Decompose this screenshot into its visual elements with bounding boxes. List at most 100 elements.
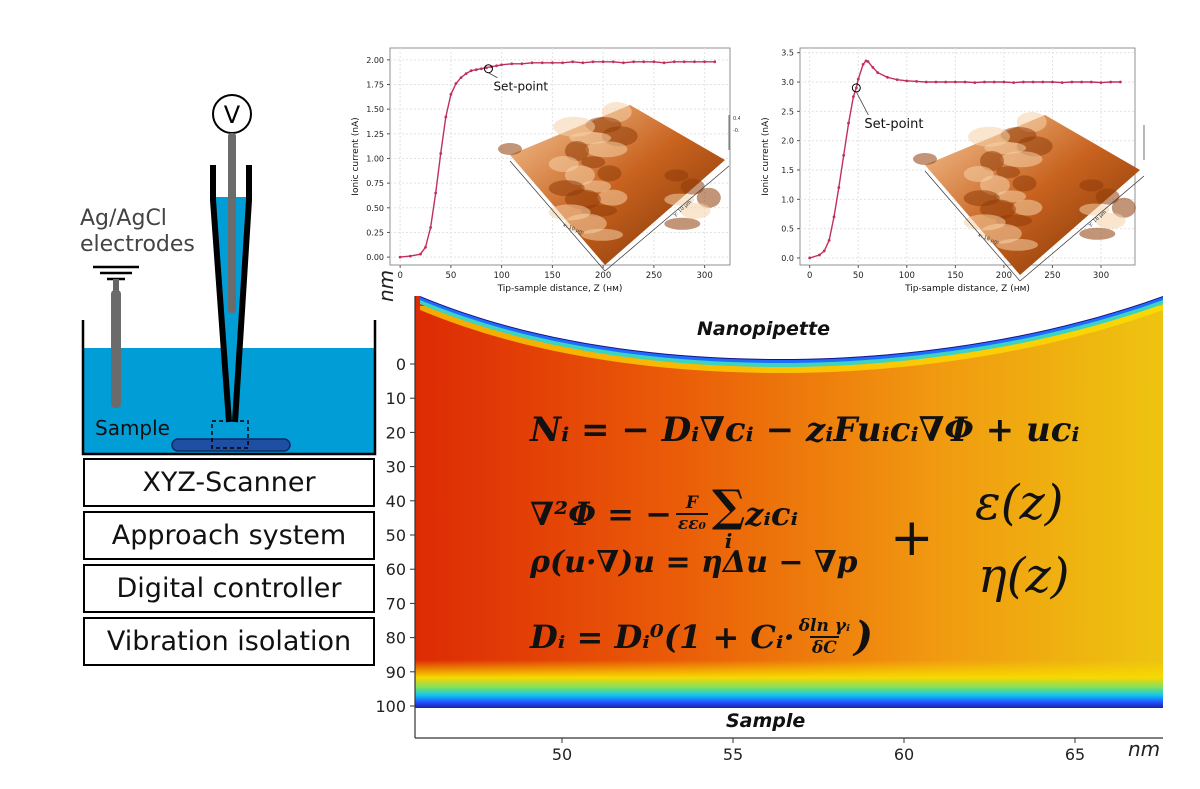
- sim-y-tick: 100: [375, 697, 406, 716]
- data-point: [1089, 80, 1093, 84]
- data-point: [474, 68, 478, 72]
- setup-diagram: V: [81, 94, 377, 456]
- data-point: [1002, 80, 1006, 84]
- data-point: [632, 60, 635, 64]
- data-point: [434, 191, 438, 195]
- data-point: [591, 60, 595, 64]
- y-tick-label: 1.75: [366, 80, 384, 89]
- data-point: [827, 238, 831, 242]
- y-tick-label: 0.0: [781, 254, 794, 263]
- data-point: [852, 95, 855, 99]
- data-point: [924, 80, 928, 84]
- x-axis-label: Tip-sample distance, Z (нм): [497, 284, 623, 294]
- sim-y-tick: 60: [386, 560, 406, 579]
- y-tick-label: 2.5: [781, 107, 794, 116]
- data-point: [419, 252, 422, 256]
- data-point: [1080, 80, 1083, 84]
- data-point: [818, 253, 821, 257]
- x-axis-label: Tip-sample distance, Z (нм): [904, 284, 1030, 294]
- data-point: [464, 72, 468, 76]
- simulation-panel: 0 10 20 30 40 50 60 70 80 90 100 50 55 60 65: [375, 296, 1163, 764]
- data-point: [1060, 81, 1064, 85]
- equation-nernst-planck: Nᵢ = − Dᵢ∇cᵢ − zᵢFuᵢcᵢ∇Φ + ucᵢ: [530, 410, 1080, 450]
- y-unit-label: nm: [374, 269, 398, 302]
- data-point: [510, 62, 514, 66]
- data-point: [895, 78, 899, 82]
- x-tick-label: 50: [853, 271, 864, 281]
- viscosity-term: η(z): [978, 548, 1070, 604]
- data-point: [854, 86, 858, 90]
- sim-x-tick: 60: [894, 745, 914, 764]
- data-point: [550, 61, 554, 65]
- plus-sign: +: [890, 508, 934, 568]
- data-point: [485, 66, 488, 70]
- x-tick-label: 0: [807, 271, 812, 281]
- data-point: [866, 60, 870, 63]
- x-tick-label: 200: [595, 271, 611, 281]
- data-point: [530, 61, 534, 65]
- sim-y-tick: 90: [386, 663, 406, 682]
- sim-y-tick: 0: [396, 355, 406, 374]
- inset-scale-top: 0.43 μm: [733, 116, 740, 122]
- data-point: [963, 80, 967, 84]
- x-tick-label: 0: [397, 271, 402, 281]
- y-tick-label: 1.50: [366, 105, 384, 114]
- x-tick-label: 150: [947, 271, 963, 281]
- data-point: [1119, 80, 1122, 84]
- data-point: [1021, 80, 1025, 84]
- data-point: [1109, 80, 1113, 84]
- approach-curve-line: [400, 61, 715, 258]
- data-point: [469, 69, 473, 73]
- vibration-isolation-box: Vibration isolation: [83, 617, 375, 666]
- data-point: [500, 63, 504, 67]
- data-point: [953, 80, 957, 84]
- equation-diffusion: Dᵢ = Dᵢ⁰(1 + Cᵢ· δln γᵢ δC ): [530, 613, 873, 660]
- sample-label: Sample: [95, 416, 170, 440]
- data-point: [876, 71, 880, 75]
- data-point: [1099, 81, 1103, 85]
- approach-curve-plot-2: 0.0 0.5 1.0 1.5 2.0 2.5 3.0 3.5 0 50 100 150 200 250 3…: [761, 47, 1145, 294]
- y-tick-label: 0.50: [366, 204, 384, 213]
- data-point: [454, 82, 458, 85]
- data-point: [808, 256, 812, 260]
- data-point: [540, 61, 544, 65]
- data-point: [611, 60, 615, 64]
- sim-y-tick: 70: [386, 594, 406, 613]
- data-point: [973, 81, 977, 85]
- equation-poisson: ∇²Φ = − F εε₀ ∑ i zᵢcᵢ: [530, 481, 799, 554]
- x-tick-label: 200: [996, 271, 1012, 281]
- digital-controller-box: Digital controller: [83, 564, 375, 613]
- data-point: [703, 60, 707, 64]
- y-tick-label: 2.0: [781, 137, 794, 146]
- sample-boundary-layer: [415, 660, 1163, 708]
- nanopipette-label: Nanopipette: [697, 318, 830, 340]
- data-point: [1051, 80, 1054, 84]
- sim-y-tick: 30: [386, 458, 406, 477]
- x-tick-label: 250: [646, 271, 662, 281]
- bath-container: [81, 320, 377, 456]
- data-point: [842, 153, 846, 157]
- data-point: [992, 80, 996, 84]
- y-tick-label: 3.0: [781, 78, 794, 87]
- data-point: [944, 80, 948, 84]
- data-point: [408, 254, 412, 258]
- voltmeter-label: V: [224, 101, 241, 129]
- data-point: [495, 64, 498, 68]
- data-point: [561, 61, 564, 65]
- data-point: [479, 67, 483, 71]
- data-point: [429, 226, 432, 229]
- x-unit-label: nm: [1128, 737, 1161, 761]
- y-tick-label: 2.00: [366, 56, 384, 65]
- data-point: [915, 80, 918, 83]
- data-point: [601, 60, 605, 64]
- data-point: [885, 75, 889, 79]
- sim-sample-label: Sample: [726, 710, 806, 732]
- nanopipette-region: [420, 296, 1163, 359]
- inset-scale-bottom: -0.00 μm: [733, 128, 740, 134]
- sim-y-tick: 80: [386, 629, 406, 648]
- x-tick-label: 250: [1044, 271, 1060, 281]
- x-tick-label: 300: [697, 271, 713, 281]
- data-point: [934, 80, 938, 84]
- data-point: [459, 76, 463, 79]
- data-point: [1041, 80, 1045, 84]
